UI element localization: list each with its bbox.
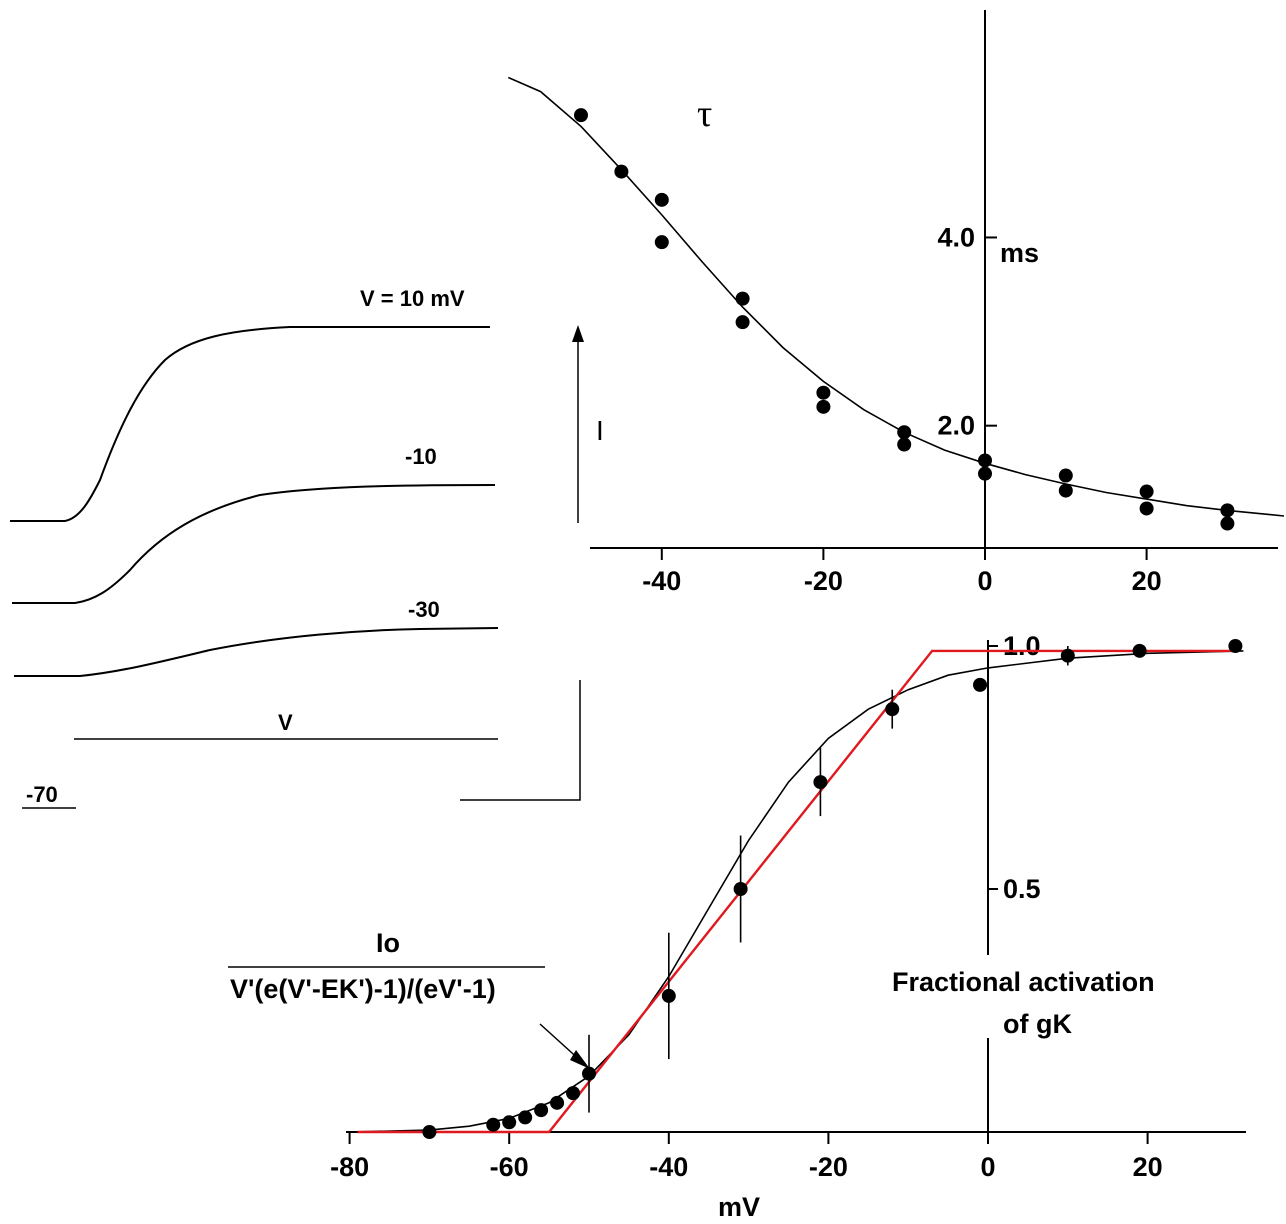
current-label: I: [596, 415, 604, 446]
activation-data-point: [550, 1095, 565, 1110]
tau-data-point: [897, 425, 912, 440]
activation-data-point: [885, 702, 900, 717]
tau-x-tick-label: 20: [1132, 566, 1162, 596]
tau-x-tick-label: -40: [642, 566, 681, 596]
tau-chart: -40 -20 0 20 2.0 4.0 τ ms: [507, 10, 1285, 596]
tau-data-point: [735, 315, 750, 330]
tau-data-point: [816, 385, 831, 400]
formula-numerator-text: Io: [376, 928, 400, 958]
activation-y-axis-title-line1: Fractional activation: [892, 967, 1155, 997]
tau-symbol: τ: [697, 93, 712, 135]
activation-x-tick-label: -80: [330, 1152, 369, 1182]
activation-data-point: [1132, 643, 1147, 658]
tau-data-point: [614, 164, 629, 179]
activation-x-axis-title: mV: [718, 1192, 760, 1222]
activation-x-tick-label: -20: [809, 1152, 848, 1182]
activation-data-point: [973, 677, 988, 692]
tau-points: [574, 108, 1235, 531]
tau-x-tick-label: 0: [977, 566, 992, 596]
activation-data-point: [486, 1117, 501, 1132]
tau-data-point: [1220, 503, 1235, 518]
activation-x-tick-label: 0: [980, 1152, 995, 1182]
activation-data-point: [502, 1115, 517, 1130]
activation-data-point: [582, 1066, 596, 1081]
activation-data-point: [1060, 648, 1075, 663]
activation-data-point: [661, 988, 676, 1003]
activation-ticks: -80 -60 -40 -20 0 20 0.5 1.0: [330, 631, 1163, 1182]
current-arrow-head: [572, 325, 584, 342]
activation-data-point: [733, 882, 748, 896]
activation-data-point: [1228, 639, 1243, 653]
activation-y-tick-label: 1.0: [1003, 631, 1041, 661]
tau-data-point: [978, 466, 992, 481]
tau-data-point: [574, 108, 588, 123]
trace-label-minus10mv: -10: [405, 444, 437, 469]
tau-data-point: [654, 235, 669, 250]
tau-data-point: [1139, 484, 1154, 499]
tau-data-point: [816, 399, 831, 414]
scale-bar: [460, 680, 581, 801]
current-trace-minus10mv: [12, 484, 496, 604]
activation-data-point: [534, 1103, 549, 1118]
trace-label-minus30mv: -30: [408, 597, 440, 622]
activation-fit-curve: [349, 650, 1244, 1133]
activation-chart: -80 -60 -40 -20 0 20 0.5 1.0 mV Fractional acti…: [228, 631, 1246, 1222]
tau-data-point: [1139, 501, 1154, 516]
tau-y-tick-label: 2.0: [937, 411, 975, 441]
tau-data-point: [1058, 468, 1073, 483]
tau-data-point: [654, 192, 669, 207]
activation-data-point: [518, 1110, 533, 1125]
voltage-label: V: [278, 710, 293, 735]
formula-numerator: Io: [376, 928, 400, 958]
tau-fit-curve: [507, 76, 1285, 517]
activation-x-tick-label: -60: [490, 1152, 529, 1182]
formula-denominator: V'(e(V'-EK')-1)/(eV'-1): [230, 974, 496, 1004]
current-trace-10mv: [10, 326, 490, 522]
tau-ticks: -40 -20 0 20 2.0 4.0: [642, 222, 1161, 596]
activation-x-tick-label: 20: [1133, 1152, 1163, 1182]
activation-data-point: [566, 1086, 581, 1101]
activation-data-point: [813, 775, 828, 790]
tau-y-tick-label: 4.0: [937, 222, 975, 252]
tau-data-point: [1220, 516, 1235, 531]
normalization-formula: Io V'(e(V'-EK')-1)/(eV'-1): [228, 928, 590, 1069]
trace-label-10mv: V = 10 mV: [360, 286, 465, 311]
activation-linear-fit: [357, 649, 1236, 1134]
activation-y-tick-label: 0.5: [1003, 874, 1041, 904]
tau-x-tick-label: -20: [804, 566, 843, 596]
formula-arrow-head: [570, 1050, 590, 1069]
current-traces-panel: V = 10 mV -10 -30 V -70 I: [10, 286, 604, 809]
tau-y-unit-label: ms: [1000, 238, 1039, 268]
tau-data-point: [978, 453, 992, 468]
activation-error-bars: [588, 646, 1069, 1113]
activation-y-axis-title-line2: of gK: [1003, 1009, 1072, 1039]
tau-data-point: [1058, 483, 1073, 498]
tau-data-point: [735, 291, 750, 306]
activation-points: [422, 639, 1243, 1139]
activation-data-point: [422, 1125, 437, 1139]
current-trace-minus30mv: [14, 627, 499, 677]
holding-potential-label: -70: [26, 782, 58, 807]
tau-data-point: [897, 437, 912, 452]
activation-x-tick-label: -40: [649, 1152, 688, 1182]
